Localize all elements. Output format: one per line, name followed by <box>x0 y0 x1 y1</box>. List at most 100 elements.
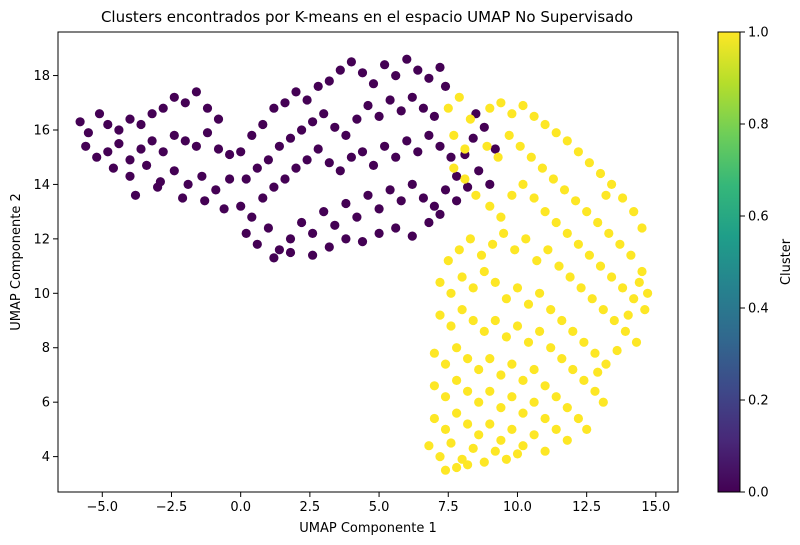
data-point-cluster-1 <box>571 196 581 206</box>
data-point-cluster-0 <box>178 193 188 203</box>
data-point-cluster-0 <box>247 130 257 140</box>
data-point-cluster-0 <box>424 130 434 140</box>
data-point-cluster-0 <box>435 209 445 219</box>
data-point-cluster-1 <box>529 364 539 375</box>
data-point-cluster-1 <box>557 315 567 326</box>
data-point-cluster-0 <box>424 73 434 83</box>
data-point-cluster-1 <box>507 190 517 200</box>
data-point-cluster-1 <box>485 386 495 396</box>
data-point-cluster-1 <box>463 386 473 396</box>
data-point-cluster-0 <box>352 114 362 124</box>
data-point-cluster-1 <box>465 114 475 124</box>
data-point-cluster-1 <box>460 144 470 154</box>
data-point-cluster-1 <box>529 430 539 440</box>
x-tick-label: 15.0 <box>641 500 670 515</box>
data-point-cluster-1 <box>449 130 459 140</box>
data-point-cluster-1 <box>501 454 511 464</box>
data-point-cluster-0 <box>285 133 296 143</box>
x-tick-label: 2.5 <box>300 500 321 515</box>
data-point-cluster-1 <box>548 174 559 184</box>
points-layer <box>75 54 653 475</box>
data-point-cluster-1 <box>523 299 534 309</box>
data-point-cluster-1 <box>452 462 462 473</box>
colorbar-tick-label: 1.0 <box>748 26 769 41</box>
data-point-cluster-1 <box>557 354 567 364</box>
data-point-cluster-1 <box>576 283 586 293</box>
data-point-cluster-0 <box>485 179 495 189</box>
data-point-cluster-1 <box>551 424 561 434</box>
x-tick-label: 0.0 <box>230 500 251 515</box>
data-point-cluster-1 <box>568 364 578 375</box>
data-point-cluster-0 <box>183 179 193 189</box>
data-point-cluster-0 <box>247 212 257 222</box>
x-tick-label: 5.0 <box>369 500 390 515</box>
data-point-cluster-0 <box>291 87 301 97</box>
data-point-cluster-0 <box>368 160 379 170</box>
data-point-cluster-0 <box>335 166 345 176</box>
data-point-cluster-1 <box>529 111 539 121</box>
data-point-cluster-0 <box>330 220 340 230</box>
data-point-cluster-0 <box>324 242 334 252</box>
data-point-cluster-1 <box>440 424 451 434</box>
data-point-cluster-0 <box>285 247 296 258</box>
data-point-cluster-1 <box>474 397 484 407</box>
data-point-cluster-0 <box>103 119 113 130</box>
data-point-cluster-1 <box>446 321 456 331</box>
data-point-cluster-0 <box>402 136 412 146</box>
data-point-cluster-1 <box>535 288 545 298</box>
data-point-cluster-1 <box>479 326 489 336</box>
data-point-cluster-0 <box>402 54 412 64</box>
data-point-cluster-1 <box>620 326 631 336</box>
data-point-cluster-1 <box>540 207 550 217</box>
data-point-cluster-0 <box>391 71 401 81</box>
data-point-cluster-1 <box>457 272 467 282</box>
data-point-cluster-0 <box>147 109 157 119</box>
data-point-cluster-1 <box>595 261 606 271</box>
chart-title: Clusters encontrados por K-means en el e… <box>101 8 633 26</box>
data-point-cluster-0 <box>319 109 329 119</box>
data-point-cluster-1 <box>468 283 478 293</box>
data-point-cluster-1 <box>457 305 467 315</box>
data-point-cluster-0 <box>158 103 168 113</box>
data-point-cluster-1 <box>573 239 584 249</box>
data-point-cluster-1 <box>526 152 536 162</box>
data-point-cluster-0 <box>308 117 318 127</box>
data-point-cluster-1 <box>452 408 462 418</box>
data-point-cluster-1 <box>463 419 473 429</box>
data-point-cluster-1 <box>479 457 489 467</box>
data-point-cluster-0 <box>313 144 323 154</box>
data-point-cluster-1 <box>626 250 636 260</box>
data-point-cluster-1 <box>460 174 470 184</box>
data-point-cluster-0 <box>263 155 273 165</box>
data-point-cluster-1 <box>449 163 459 173</box>
data-point-cluster-0 <box>468 133 478 143</box>
colorbar-gradient <box>717 31 741 493</box>
data-point-cluster-0 <box>330 122 340 132</box>
data-point-cluster-0 <box>380 60 390 70</box>
data-point-cluster-0 <box>435 141 445 151</box>
data-point-cluster-1 <box>609 315 619 326</box>
data-point-cluster-1 <box>429 413 439 424</box>
data-point-cluster-0 <box>211 185 221 195</box>
data-point-cluster-0 <box>280 174 290 184</box>
data-point-cluster-1 <box>452 343 462 353</box>
data-point-cluster-0 <box>374 111 384 121</box>
data-point-cluster-1 <box>435 310 445 320</box>
data-point-cluster-0 <box>169 166 179 176</box>
data-point-cluster-1 <box>471 190 481 200</box>
data-point-cluster-0 <box>130 190 141 200</box>
data-point-cluster-0 <box>407 231 417 241</box>
data-point-cluster-0 <box>380 141 390 151</box>
data-point-cluster-0 <box>241 228 251 238</box>
data-point-cluster-0 <box>252 163 262 173</box>
data-point-cluster-1 <box>518 375 528 385</box>
data-point-cluster-0 <box>385 185 395 195</box>
data-point-cluster-0 <box>302 95 312 105</box>
data-point-cluster-0 <box>274 141 284 151</box>
data-point-cluster-1 <box>554 261 564 271</box>
data-point-cluster-1 <box>429 381 439 391</box>
data-point-cluster-1 <box>590 348 600 358</box>
data-point-cluster-1 <box>463 354 473 364</box>
data-point-cluster-0 <box>213 144 224 154</box>
data-point-cluster-0 <box>308 228 318 238</box>
